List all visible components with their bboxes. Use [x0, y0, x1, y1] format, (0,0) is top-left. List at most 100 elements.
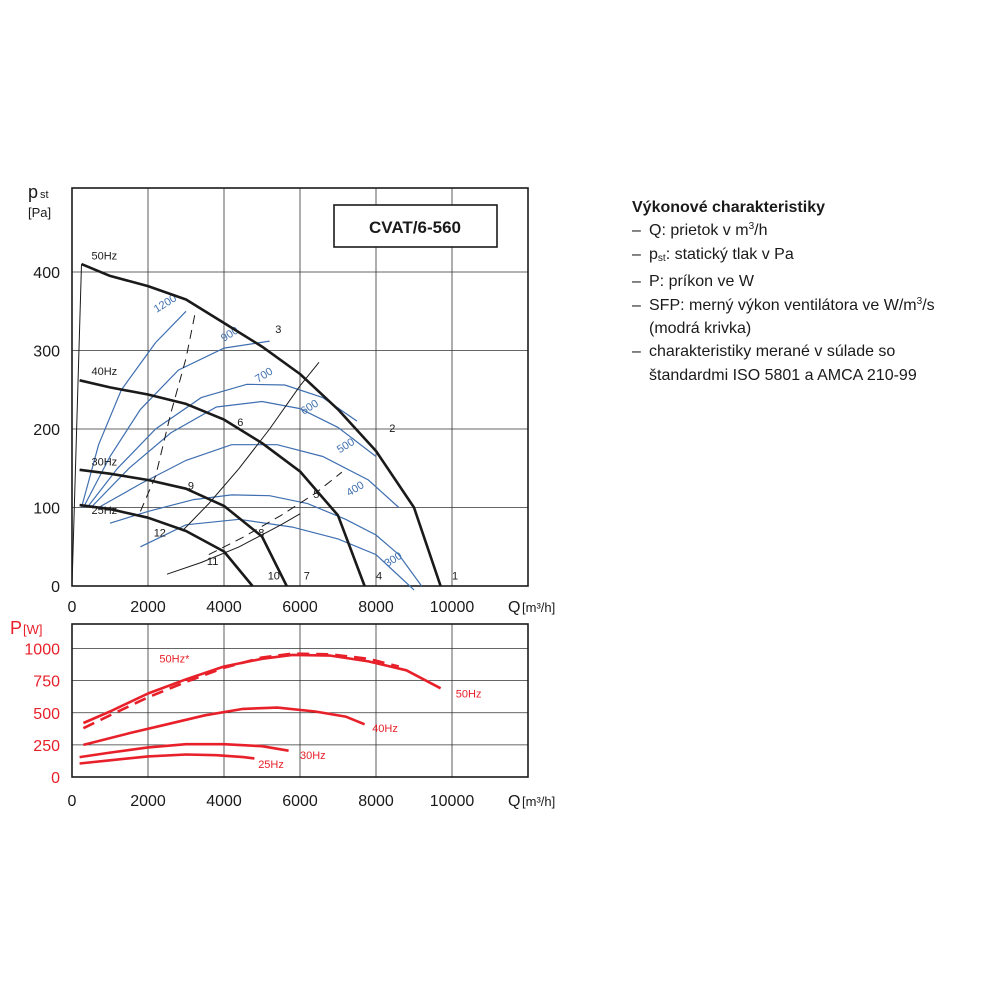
fan-curve-label: 25Hz [92, 505, 118, 517]
y-tick-label: 500 [33, 706, 60, 723]
chart-title: CVAT/6-560 [369, 218, 461, 237]
fan-curve [79, 468, 288, 587]
y-tick-label: 400 [33, 265, 60, 282]
power-curve-label: 25Hz [258, 759, 284, 771]
x-axis: 0 2000 4000 6000 8000 10000 [68, 599, 475, 616]
superscript: 3 [748, 221, 755, 233]
y-axis-title: p [28, 182, 38, 202]
x-tick-label: 2000 [130, 793, 166, 810]
subscript: st [657, 252, 666, 264]
sfp-curve [109, 494, 423, 587]
operating-point-label: 12 [154, 528, 166, 540]
legend-dash: – [632, 245, 641, 263]
x-tick-label: 8000 [358, 599, 394, 616]
legend-item: štandardmi ISO 5801 a AMCA 210-99 [632, 364, 992, 387]
fan-curve-label: 40Hz [92, 366, 118, 378]
sfp-label: 700 [253, 365, 275, 385]
x-tick-label: 0 [68, 793, 77, 810]
x-axis-title: Q [508, 793, 520, 810]
x-tick-label: 0 [68, 599, 77, 616]
fan-curve [81, 262, 442, 587]
legend-items: – Q: prietok v m3/h – pst: statický tlak v … [632, 219, 992, 387]
operating-point-label: 9 [188, 480, 194, 492]
power-curve-label: 40Hz [372, 723, 398, 735]
legend-dash [632, 317, 649, 340]
system-curve [71, 264, 82, 587]
x-tick-label: 4000 [206, 599, 242, 616]
legend-text: pst: statický tlak v Pa [649, 245, 794, 264]
operating-point-label: 2 [389, 423, 395, 435]
title-box [333, 204, 498, 248]
sfp-curve [90, 400, 377, 508]
operating-point-label: 4 [376, 571, 382, 583]
power-curve-label: 50Hz* [159, 654, 190, 666]
fan-curve [79, 379, 366, 587]
y-tick-label: 300 [33, 344, 60, 361]
legend-dash [632, 364, 649, 387]
sfp-label: 400 [344, 479, 366, 499]
power-curve [83, 706, 366, 747]
x-axis-unit: [m³/h] [522, 600, 555, 615]
x-tick-label: 10000 [430, 793, 475, 810]
x-tick-label: 6000 [282, 599, 318, 616]
y-tick-label: 1000 [24, 642, 60, 659]
legend-dash: – [632, 273, 641, 291]
y-axis-title: P [10, 618, 22, 638]
legend-item: – charakteristiky merané v súlade so [632, 340, 992, 363]
sfp-curve [86, 383, 358, 508]
legend-text: SFP: merný výkon ventilátora ve W/m3/s [649, 295, 935, 314]
legend-text: P: príkon ve W [649, 273, 754, 291]
plot-frame [71, 623, 529, 778]
legend-item: (modrá krivka) [632, 317, 992, 340]
power-curves: 50Hz* 50Hz 40Hz 30Hz 25Hz [79, 652, 481, 771]
legend-text: (modrá krivka) [649, 320, 752, 338]
power-curve [82, 653, 442, 725]
fan-curve [79, 503, 254, 587]
y-tick-label: 250 [33, 738, 60, 755]
fan-curve-label: 30Hz [92, 456, 118, 468]
y-tick-label: 0 [51, 770, 60, 787]
operating-point-label: 6 [237, 417, 243, 429]
y-axis-unit: [Pa] [28, 205, 51, 220]
operating-point-label: 1 [452, 571, 458, 583]
operating-point-label: 11 [207, 556, 218, 568]
x-axis-title: Q [508, 599, 520, 616]
x-tick-label: 10000 [430, 599, 475, 616]
system-curve [181, 361, 320, 532]
legend-dash: – [632, 296, 641, 314]
legend-text: charakteristiky merané v súlade so [649, 343, 896, 361]
x-tick-label: 6000 [282, 793, 318, 810]
system-curves [71, 264, 343, 587]
legend-dash: – [632, 222, 641, 240]
y-axis-unit: [W] [23, 622, 43, 637]
operating-point-label: 8 [258, 528, 264, 540]
sfp-label: 300 [382, 550, 404, 570]
fan-curves: 50Hz 40Hz 30Hz 25Hz [79, 251, 442, 587]
operating-point-label: 3 [275, 324, 281, 336]
sfp-label: 600 [299, 398, 321, 418]
y-tick-label: 200 [33, 422, 60, 439]
sfp-curve [82, 340, 270, 508]
legend-title: Výkonové charakteristiky [632, 199, 825, 216]
power-curve [79, 753, 255, 765]
legend-text: štandardmi ISO 5801 a AMCA 210-99 [649, 366, 917, 384]
sfp-curve [98, 444, 400, 509]
legend-item: – Q: prietok v m3/h [632, 219, 992, 242]
grid [72, 188, 528, 586]
legend-item: – SFP: merný výkon ventilátora ve W/m3/s [632, 294, 992, 317]
legend-text: Q: prietok v m3/h [649, 221, 768, 240]
grid [72, 624, 528, 777]
legend-item: – pst: statický tlak v Pa [632, 243, 992, 270]
legend: Výkonové charakteristiky – Q: prietok v m… [632, 196, 992, 387]
legend-item: – P: príkon ve W [632, 270, 992, 293]
legend-dash: – [632, 343, 641, 361]
power-curve-label: 30Hz [300, 750, 326, 762]
x-tick-label: 8000 [358, 793, 394, 810]
y-axis-title-sub: st [40, 189, 49, 201]
x-tick-label: 2000 [130, 599, 166, 616]
x-tick-label: 4000 [206, 793, 242, 810]
pressure-chart: 0 2000 4000 6000 8000 10000 0 100 200 300 400 p st [P… [28, 182, 555, 616]
y-tick-label: 750 [33, 674, 60, 691]
